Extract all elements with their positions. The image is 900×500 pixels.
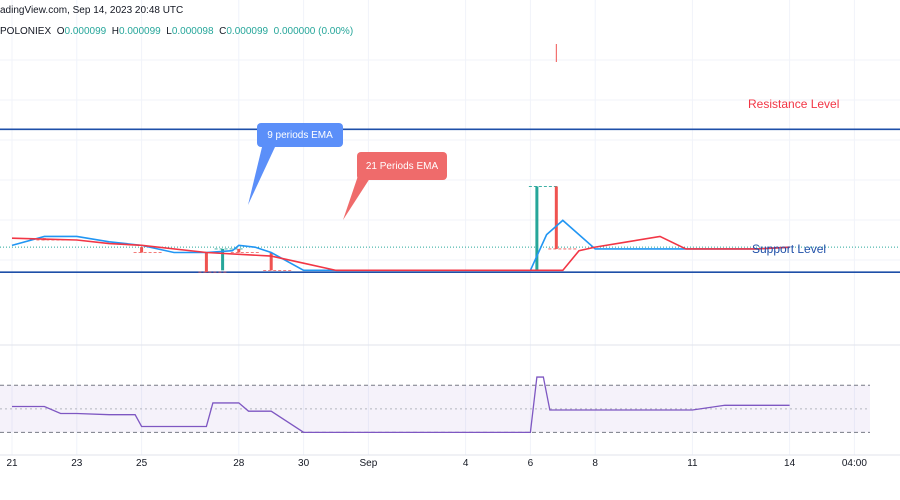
candle-6 — [535, 186, 539, 271]
support-label-text: Support Level — [752, 242, 827, 256]
x-tick-label: 8 — [592, 458, 598, 469]
change-value: 0.000000 (0.00%) — [273, 26, 354, 37]
ohlc-readout: POLONIEX O0.000099 H0.000099 L0.000098 C… — [0, 26, 353, 37]
open-label: O — [56, 26, 65, 37]
x-tick-label: 25 — [136, 458, 148, 469]
ema21-callout-tail — [343, 170, 372, 220]
candle-5 — [269, 252, 273, 271]
x-tick-label: Sep — [359, 458, 378, 469]
x-tick-label: 4 — [462, 458, 469, 469]
low-value: 0.000098 — [171, 26, 214, 37]
x-tick-label: 21 — [6, 458, 18, 469]
ema21-callout: 21 Periods EMA — [357, 152, 447, 180]
candle-3 — [221, 248, 225, 271]
chart-source-header: adingView.com, Sep 14, 2023 20:48 UTC — [0, 5, 183, 16]
chart-grid — [0, 0, 900, 456]
x-tick-label: 30 — [298, 458, 310, 469]
ema9-callout-label: 9 periods EMA — [267, 129, 333, 141]
ema-lines — [11, 219, 790, 272]
x-tick-label: 6 — [527, 458, 534, 469]
x-tick-label: 14 — [784, 458, 796, 469]
exchange-label: POLONIEX — [0, 26, 52, 37]
rsi-panel — [0, 376, 870, 434]
close-value: 0.000099 — [226, 26, 269, 37]
callout-tails — [248, 147, 372, 220]
x-tick-label: 28 — [233, 458, 245, 469]
close-label: C — [219, 26, 227, 37]
resistance-label-text: Resistance Level — [748, 97, 840, 111]
ema21-callout-label: 21 Periods EMA — [365, 160, 439, 172]
price-candles — [36, 44, 577, 273]
x-tick-label: 04:00 — [841, 458, 867, 469]
high-label: H — [111, 26, 119, 37]
high-value: 0.000099 — [119, 26, 161, 37]
support-level-label: Support Level — [752, 242, 826, 256]
candle-7 — [554, 186, 558, 249]
low-label: L — [166, 26, 172, 37]
source-text: adingView.com, Sep 14, 2023 20:48 UTC — [0, 5, 184, 16]
resistance-level-label: Resistance Level — [748, 97, 839, 111]
candle-4 — [237, 248, 241, 253]
candle-2 — [204, 252, 208, 273]
ema9-callout-tail — [248, 147, 275, 205]
candle-1 — [140, 247, 144, 253]
open-value: 0.000099 — [64, 26, 107, 37]
x-tick-label: 11 — [687, 458, 698, 469]
ema-series-1 — [11, 235, 790, 272]
ema9-callout: 9 periods EMA — [257, 123, 343, 147]
x-tick-label: 23 — [71, 458, 83, 469]
